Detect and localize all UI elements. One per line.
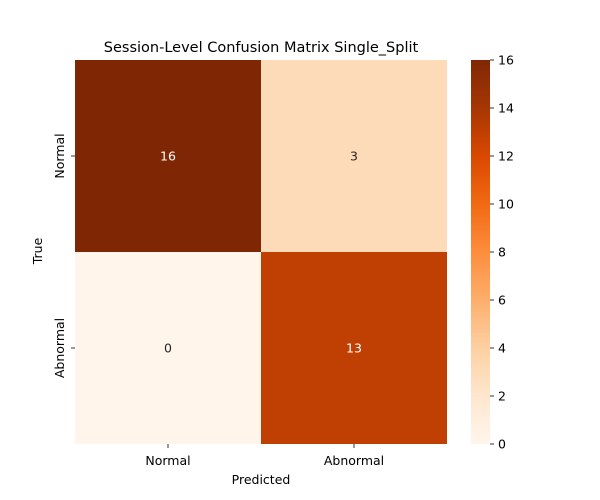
x-tick-label: Abnormal bbox=[324, 453, 384, 468]
cell-value-label: 3 bbox=[350, 149, 358, 164]
colorbar-gradient bbox=[471, 60, 490, 444]
y-tick-label: Normal bbox=[52, 133, 67, 178]
x-axis: Normal Abnormal bbox=[145, 444, 384, 468]
colorbar-tick-label: 0 bbox=[498, 437, 506, 452]
heatmap-cells bbox=[75, 60, 447, 444]
colorbar-tick-label: 6 bbox=[498, 293, 506, 308]
x-tick-label: Normal bbox=[145, 453, 190, 468]
colorbar-tick-label: 2 bbox=[498, 389, 506, 404]
chart-title: Session-Level Confusion Matrix Single_Sp… bbox=[104, 40, 419, 56]
y-axis: Normal Abnormal bbox=[52, 133, 75, 378]
heatmap-cell bbox=[75, 252, 261, 444]
colorbar-tick-label: 4 bbox=[498, 341, 506, 356]
colorbar-ticks: 0 2 4 6 8 10 12 14 16 bbox=[490, 53, 514, 452]
colorbar-tick-label: 12 bbox=[498, 149, 514, 164]
colorbar-tick-label: 14 bbox=[498, 101, 514, 116]
cell-value-label: 16 bbox=[160, 149, 176, 164]
heatmap-cell bbox=[261, 60, 447, 252]
cell-value-label: 0 bbox=[164, 341, 172, 356]
cell-value-label: 13 bbox=[346, 341, 362, 356]
colorbar-tick-label: 8 bbox=[498, 245, 506, 260]
colorbar-tick-label: 16 bbox=[498, 53, 514, 68]
heatmap-cell bbox=[261, 252, 447, 444]
y-tick-label: Abnormal bbox=[52, 318, 67, 378]
y-axis-label: True bbox=[30, 237, 45, 265]
colorbar: 0 2 4 6 8 10 12 14 16 bbox=[471, 53, 514, 452]
x-axis-label: Predicted bbox=[232, 472, 291, 487]
colorbar-tick-label: 10 bbox=[498, 197, 514, 212]
heatmap-cell bbox=[75, 60, 261, 252]
heatmap-cell-labels: 16 3 0 13 bbox=[160, 149, 362, 356]
